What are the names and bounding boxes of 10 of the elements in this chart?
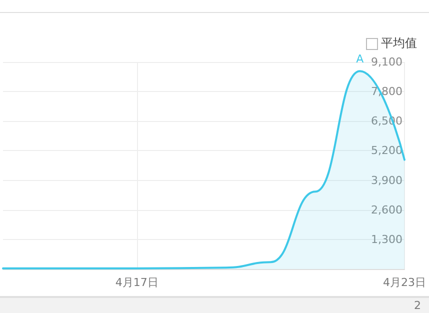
y-tick-label: 5,200 (371, 144, 402, 158)
legend-title: 平均值 (381, 35, 417, 52)
text: 2 (414, 299, 421, 312)
annotation: A (356, 52, 364, 66)
x-tick-label: 4月17日 (115, 276, 158, 289)
y-tick-label: 3,900 (371, 174, 402, 187)
y-tick-label: 9,100 (371, 56, 402, 68)
y-tick-label: 1,300 (371, 232, 402, 246)
y-tick-label: 2,600 (371, 203, 402, 216)
x-tick-label: 4月23日 (383, 276, 426, 289)
